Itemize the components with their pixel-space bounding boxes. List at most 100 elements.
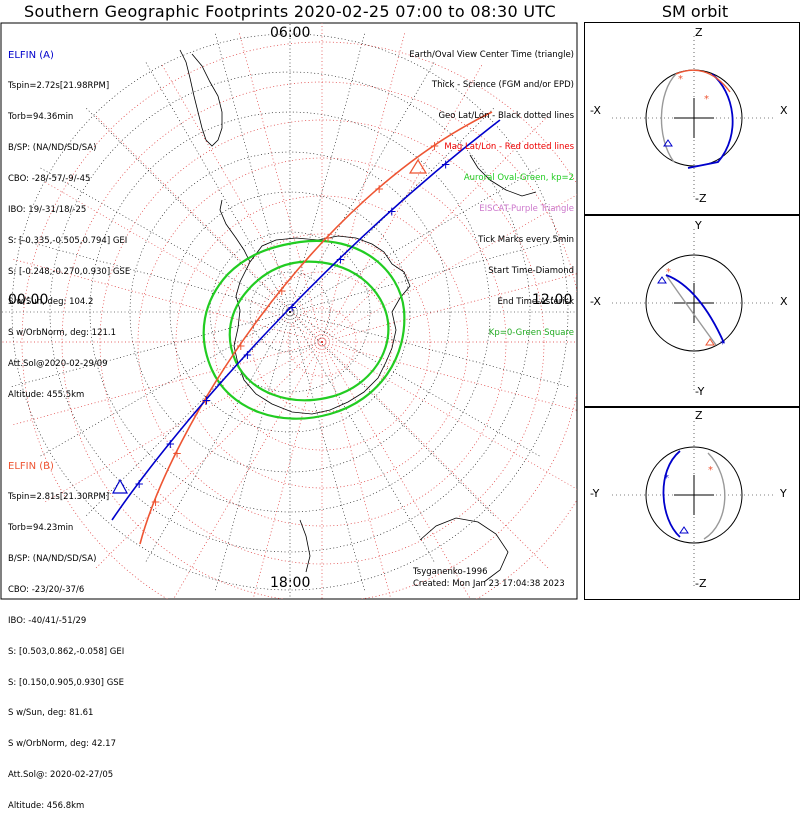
axis-left: -Y	[590, 487, 600, 500]
info-line: Torb=94.23min	[8, 523, 74, 534]
axis-right: X	[780, 104, 788, 117]
elfin-a-orbit	[662, 450, 681, 538]
elfin-b-tick: +	[429, 139, 439, 153]
grid-meridian	[321, 64, 483, 343]
grid-meridian	[144, 311, 291, 564]
grid-meridian	[144, 60, 291, 313]
elfin-a-tick: +	[441, 158, 451, 172]
grid-meridian	[321, 32, 406, 343]
info-line: S: [0.503,0.862,-0.058] GEI	[8, 646, 125, 657]
elfin-b-tick: +	[201, 394, 211, 408]
grid-meridian	[289, 311, 496, 518]
legend-item: Auroral Oval-Green, kp=2	[463, 173, 574, 184]
elfin-a-tick: +	[335, 252, 345, 266]
grid-meridian	[289, 106, 496, 313]
elfin-b-tick: +	[150, 495, 160, 509]
time-label-left: 00:00	[8, 292, 49, 308]
auroral-oval-inner	[228, 260, 390, 402]
elfin-b-tick: +	[277, 284, 287, 298]
elfin-b-orbit	[675, 69, 731, 93]
grid-meridian	[95, 115, 323, 343]
mag-lat-circle	[21, 41, 577, 599]
legend-item: Earth/Oval View Center Time (triangle)	[409, 49, 574, 60]
info-line: S: [-0.335,-0.505,0.794] GEI	[8, 235, 128, 246]
orbit-panel-xy: * * Y -Y -X X	[584, 215, 800, 407]
elfin-a-tick: +	[387, 204, 397, 218]
elfin-a-view-triangle	[111, 478, 129, 494]
mag-meridians	[2, 23, 577, 599]
elfin-b-info: ELFIN (B) Tspin=2.81s[21.30RPM] Torb=94.…	[8, 440, 124, 822]
auroral-oval-outer	[202, 239, 406, 420]
axis-up: Z	[695, 409, 703, 422]
elfin-b-ticks: ++++++++	[150, 139, 439, 509]
grid-meridian	[38, 311, 291, 458]
created-timestamp: Created: Mon Jan 23 17:04:38 2023	[413, 579, 565, 589]
antarctic-peninsula	[219, 199, 251, 263]
elfin-a-orbit	[665, 274, 725, 344]
orbit-ref	[703, 452, 726, 540]
legend-item: Geo Lat/Lon - Black dotted lines	[438, 111, 574, 122]
africa-coast	[469, 154, 537, 197]
axis-down: -Z	[695, 577, 707, 590]
info-line: S w/OrbNorm, deg: 42.17	[8, 739, 117, 750]
axis-left: -X	[590, 104, 601, 117]
grid-meridian	[289, 31, 366, 313]
elfin-a-ticks: ++++++++	[134, 158, 451, 492]
axis-down: -Z	[695, 192, 707, 205]
elfin-a-name: ELFIN (A)	[8, 49, 54, 61]
mag-lat-circle	[287, 307, 357, 377]
grid-meridian	[44, 181, 323, 343]
info-line: Altitude: 456.8km	[8, 801, 85, 812]
info-line: Tspin=2.72s[21.98RPM]	[8, 81, 110, 92]
elfin-a-tick: +	[287, 300, 297, 314]
grid-meridian	[214, 31, 291, 313]
svg-text:*: *	[708, 465, 713, 476]
axis-left: -X	[590, 295, 601, 308]
svg-text:*: *	[664, 473, 669, 484]
orbit-panel-xz: * * Z -Z -X X	[584, 22, 800, 215]
orbit-plot-yz: * *	[584, 407, 800, 600]
grid-meridian	[321, 341, 471, 599]
elfin-a-tick: +	[134, 477, 144, 491]
orbit-plot-xy: * *	[584, 215, 800, 407]
elfin-a-tick: +	[202, 394, 212, 408]
elfin-a-tick: +	[242, 348, 252, 362]
grid-meridian	[9, 236, 291, 313]
grid-meridian	[84, 106, 291, 313]
elfin-b-tick: +	[236, 339, 246, 353]
svg-text:*: *	[720, 339, 725, 350]
grid-meridian	[289, 311, 436, 564]
chart-title: Southern Geographic Footprints 2020-02-2…	[24, 2, 556, 21]
grid-meridian	[252, 341, 323, 599]
grid-meridian	[321, 115, 549, 343]
info-line: Tspin=2.81s[21.30RPM]	[8, 492, 110, 503]
elfin-a-tick: +	[165, 437, 175, 451]
geo-lat-circle	[11, 33, 569, 591]
time-label-bottom: 18:00	[270, 575, 311, 591]
geo-lat-circle	[49, 71, 531, 553]
orbit-title: SM orbit	[661, 2, 729, 21]
geo-lat-circle	[249, 271, 331, 353]
svg-text:*: *	[678, 74, 683, 85]
svg-text:*: *	[704, 94, 709, 105]
geo-lat-circle	[209, 231, 371, 393]
new-zealand-coast	[299, 519, 311, 573]
time-label-top: 06:00	[270, 25, 311, 41]
grid-meridian	[321, 273, 577, 343]
elfin-b-track	[139, 111, 493, 545]
map-legend: Earth/Oval View Center Time (triangle) T…	[409, 29, 574, 348]
grid-meridian	[289, 166, 542, 313]
grid-meridian	[321, 194, 577, 343]
grid-meridian	[95, 341, 323, 569]
footprint-map: ++++++++ ++++++++	[0, 22, 578, 600]
grid-meridian	[38, 166, 291, 313]
info-line: Torb=94.36min	[8, 112, 74, 123]
grid-meridian	[161, 64, 323, 343]
info-line: IBO: 19/-31/18/-25	[8, 204, 87, 215]
axis-up: Z	[695, 26, 703, 39]
grid-meridian	[289, 311, 366, 593]
info-line: B/SP: (NA/ND/SD/SA)	[8, 142, 97, 153]
elfin-a-orbit	[687, 73, 734, 169]
australia-coast	[419, 517, 509, 583]
grid-meridian	[289, 311, 571, 388]
